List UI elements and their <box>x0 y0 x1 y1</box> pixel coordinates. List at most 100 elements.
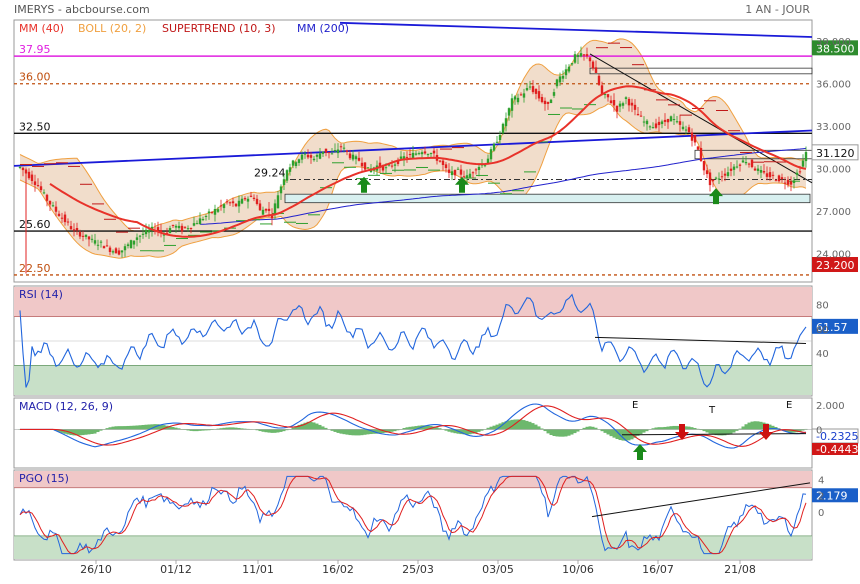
candle-body <box>211 212 213 213</box>
candle-body <box>76 228 78 230</box>
candle-body <box>169 228 171 233</box>
candle-body <box>454 170 456 175</box>
macd-hist-bar <box>85 429 88 434</box>
candle-body <box>634 105 636 110</box>
candle-body <box>502 124 504 133</box>
macd-hist-bar <box>448 429 451 431</box>
candle-body <box>607 94 609 97</box>
candle-body <box>568 67 570 72</box>
pgo-y-tick-1: 2 <box>818 492 824 503</box>
x-date-label-7: 16/07 <box>642 563 674 576</box>
price-y-tick-2: 33.000 <box>816 122 851 133</box>
candle-body <box>499 135 501 140</box>
candle-body <box>37 185 39 186</box>
x-date-label-0: 26/10 <box>80 563 112 576</box>
candle-body <box>463 176 465 177</box>
candle-body <box>592 62 594 69</box>
macd-hist-bar <box>94 429 97 433</box>
candle-body <box>469 174 471 178</box>
candle-body <box>316 155 318 157</box>
candle-body <box>253 198 255 199</box>
candle-body <box>331 153 333 154</box>
rsi-y-tick-2: 40 <box>816 349 829 360</box>
candle-body <box>133 241 135 245</box>
candle-body <box>394 164 396 165</box>
macd-hist-bar <box>565 429 568 436</box>
pgo-title: PGO (15) <box>19 472 69 485</box>
price-badge-label-1: 31.120 <box>816 147 855 160</box>
macd-y-tick-1: 0 <box>816 425 822 436</box>
candle-body <box>562 76 564 79</box>
rsi-y-tick-1: 60 <box>816 325 829 336</box>
candle-body <box>439 161 441 162</box>
candle-body <box>82 236 84 237</box>
candle-body <box>565 69 567 75</box>
candle-body <box>214 209 216 215</box>
candle-body <box>328 152 330 153</box>
candle-body <box>109 248 111 252</box>
macd-hist-bar <box>139 425 142 429</box>
candle-body <box>367 167 369 168</box>
candle-body <box>337 150 339 154</box>
macd-hist-bar <box>142 425 145 430</box>
candle-body <box>649 126 651 127</box>
candle-body <box>694 135 696 142</box>
candle-body <box>628 99 630 105</box>
candle-body <box>265 209 267 211</box>
macd-hist-bar <box>559 429 562 436</box>
macd-hist-bar <box>310 422 313 430</box>
candle-body <box>319 153 321 158</box>
candle-body <box>583 54 585 55</box>
candle-body <box>46 195 48 201</box>
rsi-y-tick-0: 80 <box>816 300 829 311</box>
macd-hist-bar <box>478 429 481 432</box>
candle-body <box>349 154 351 159</box>
rsi-marker-0: E <box>632 400 638 411</box>
candle-body <box>43 192 45 193</box>
candle-body <box>655 123 657 127</box>
candle-body <box>184 227 186 228</box>
candle-body <box>640 116 642 117</box>
candle-body <box>106 245 108 246</box>
support-zone <box>285 194 810 202</box>
x-date-label-2: 11/01 <box>242 563 274 576</box>
macd-hist-bar <box>265 429 268 432</box>
candle-body <box>130 240 132 248</box>
candle-body <box>619 104 621 107</box>
candle-body <box>157 227 159 231</box>
candle-body <box>772 175 774 176</box>
level-label-1: 36.00 <box>19 71 51 84</box>
candle-body <box>598 76 600 85</box>
candle-body <box>79 232 81 236</box>
macd-hist-bar <box>535 425 538 430</box>
macd-hist-bar <box>355 429 358 435</box>
candle-body <box>757 169 759 171</box>
macd-hist-bar <box>754 421 757 429</box>
candle-body <box>220 205 222 206</box>
candle-body <box>547 102 549 104</box>
macd-hist-bar <box>562 429 565 436</box>
candle-body <box>100 242 102 243</box>
candle-body <box>118 250 120 254</box>
x-date-label-8: 21/08 <box>724 563 756 576</box>
candle-body <box>325 149 327 153</box>
candle-body <box>232 201 234 203</box>
macd-hist-bar <box>529 422 532 430</box>
candle-body <box>34 181 36 185</box>
candle-body <box>571 63 573 64</box>
candle-body <box>58 214 60 216</box>
candle-body <box>553 92 555 96</box>
candle-body <box>310 155 312 158</box>
macd-hist-bar <box>526 421 529 430</box>
macd-hist-bar <box>607 429 610 434</box>
candle-body <box>460 170 462 175</box>
candle-body <box>88 237 90 240</box>
candle-body <box>541 97 543 102</box>
candle-body <box>40 186 42 190</box>
candle-body <box>85 235 87 237</box>
candle-body <box>343 148 345 149</box>
macd-hist-bar <box>346 429 349 434</box>
legend-mm200: MM (200) <box>297 22 349 35</box>
candle-body <box>31 175 33 181</box>
